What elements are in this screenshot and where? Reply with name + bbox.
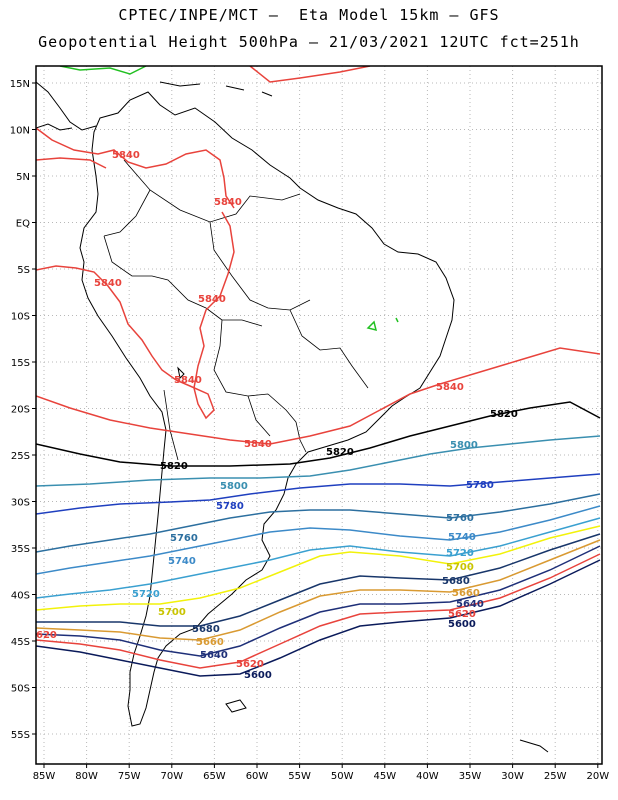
- contour-5780: [36, 473, 601, 515]
- lon-label: 75W: [118, 771, 141, 782]
- label-5600-a: 5600: [448, 619, 476, 630]
- lon-label: 25W: [544, 771, 567, 782]
- label-5760-b: 5760: [170, 533, 198, 544]
- label-5840-c: 5840: [94, 278, 122, 289]
- contour-5620: [36, 553, 601, 669]
- label-5720-a: 5720: [446, 548, 474, 559]
- label-5620-c: 620: [36, 630, 57, 641]
- label-5680-b: 5680: [192, 624, 220, 635]
- contour-5820: [36, 401, 601, 467]
- label-5780-b: 5780: [216, 501, 244, 512]
- lon-label: 70W: [160, 771, 183, 782]
- lat-label: EQ: [16, 219, 30, 230]
- label-5840-a: 5840: [112, 150, 140, 161]
- label-5840-e: 5840: [174, 375, 202, 386]
- contour-5680: [36, 533, 601, 627]
- falkland-islands: [225, 699, 247, 713]
- geopotential-contours: [36, 66, 601, 677]
- label-5820-b: 5820: [326, 447, 354, 458]
- label-5620-b: 5620: [236, 659, 264, 670]
- label-5720-b: 5720: [132, 589, 160, 600]
- contour-5840-andes: [36, 211, 235, 420]
- label-5840-b: 5840: [214, 197, 242, 208]
- contour-5660: [36, 539, 601, 641]
- lon-label: 60W: [246, 771, 269, 782]
- lon-label: 50W: [331, 771, 354, 782]
- graticule: [36, 66, 602, 764]
- label-5660-b: 5660: [196, 637, 224, 648]
- label-5780-a: 5780: [466, 480, 494, 491]
- lat-label: 5N: [16, 172, 30, 183]
- label-5700-b: 5700: [158, 607, 186, 618]
- lon-label: 55W: [288, 771, 311, 782]
- lat-label: 55S: [11, 730, 30, 741]
- lat-label: 15S: [11, 358, 30, 369]
- contour-5720: [36, 517, 601, 599]
- lon-label: 40W: [416, 771, 439, 782]
- lat-label: 20S: [11, 405, 30, 416]
- map-title-line2: Geopotential Height 500hPa – 21/03/2021 …: [38, 33, 580, 51]
- lon-label: 35W: [459, 771, 482, 782]
- map-frame: [35, 65, 603, 765]
- country-borders: [103, 159, 369, 461]
- label-5840-f: 5840: [244, 439, 272, 450]
- lon-label: 65W: [203, 771, 226, 782]
- lat-label: 50S: [11, 684, 30, 695]
- label-5700-a: 5700: [446, 562, 474, 573]
- contour-5760: [36, 493, 601, 553]
- south-georgia: [519, 739, 549, 753]
- label-5740-b: 5740: [168, 556, 196, 567]
- contour-5700: [36, 525, 601, 611]
- lon-label: 85W: [33, 771, 56, 782]
- lat-label: 10S: [11, 312, 30, 323]
- lon-label: 45W: [373, 771, 396, 782]
- longitude-labels: 85W 80W 75W 70W 65W 60W 55W 50W 45W 40W 35W 30W 25W 2…: [33, 771, 610, 782]
- contour-5740: [36, 505, 601, 575]
- latitude-labels: 15N 10N 5N EQ 5S 10S 15S 20S 25S 30S 35S 40S 45S 50S 5…: [10, 79, 30, 741]
- label-5840-d: 5840: [198, 294, 226, 305]
- label-5760-a: 5760: [446, 513, 474, 524]
- axis-ticks: [32, 82, 599, 768]
- lon-label: 20W: [586, 771, 609, 782]
- label-5620-a: 5620: [448, 609, 476, 620]
- contour-5840-coast: [36, 127, 235, 209]
- map-title-line1: CPTEC/INPE/MCT – Eta Model 15km – GFS: [118, 6, 500, 24]
- label-5820-c: 5820: [160, 461, 188, 472]
- south-america-coastline: [79, 91, 455, 727]
- label-5840-g: 5840: [436, 382, 464, 393]
- contour-5840-north: [249, 66, 371, 83]
- contour-5640: [36, 545, 601, 657]
- label-5640-a: 5640: [456, 599, 484, 610]
- label-5800-a: 5800: [450, 440, 478, 451]
- central-america-coast: [36, 81, 97, 131]
- contour-5840-south: [36, 347, 601, 445]
- coastlines: [36, 81, 549, 753]
- contour-5600: [36, 559, 601, 677]
- lon-label: 30W: [501, 771, 524, 782]
- contour-5800: [36, 435, 601, 487]
- label-5680-a: 5680: [442, 576, 470, 587]
- lat-label: 15N: [10, 79, 30, 90]
- lat-label: 25S: [11, 451, 30, 462]
- contour-5860: [59, 66, 147, 75]
- label-5600-b: 5600: [244, 670, 272, 681]
- lon-label: 80W: [75, 771, 98, 782]
- lake-titicaca: [177, 366, 185, 380]
- lat-label: 10N: [10, 126, 30, 137]
- label-5820-a: 5820: [490, 409, 518, 420]
- lat-label: 35S: [11, 544, 30, 555]
- lat-label: 40S: [11, 591, 30, 602]
- contour-labels: 5840 5840 5840 5840 5840 5840 5840 5820 …: [36, 150, 518, 681]
- label-5740-a: 5740: [448, 532, 476, 543]
- lat-label: 5S: [17, 265, 30, 276]
- label-5640-b: 5640: [200, 650, 228, 661]
- label-5660-a: 5660: [452, 588, 480, 599]
- lat-label: 30S: [11, 498, 30, 509]
- lat-label: 45S: [11, 637, 30, 648]
- contour-5860-island: [366, 317, 399, 332]
- caribbean-islands: [159, 81, 273, 97]
- label-5800-b: 5800: [220, 481, 248, 492]
